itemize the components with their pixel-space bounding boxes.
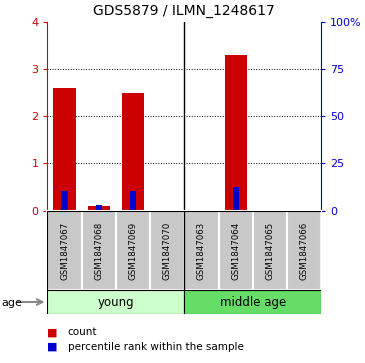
Text: GSM1847068: GSM1847068 xyxy=(94,221,103,280)
Text: count: count xyxy=(68,327,97,337)
Text: GSM1847066: GSM1847066 xyxy=(300,221,308,280)
Bar xyxy=(82,211,116,290)
Text: GSM1847064: GSM1847064 xyxy=(231,221,240,280)
Text: GSM1847063: GSM1847063 xyxy=(197,221,206,280)
Bar xyxy=(96,205,102,211)
Bar xyxy=(47,290,184,314)
Text: ■: ■ xyxy=(47,342,58,352)
Bar xyxy=(224,55,247,211)
Bar xyxy=(253,211,287,290)
Bar xyxy=(47,211,82,290)
Text: percentile rank within the sample: percentile rank within the sample xyxy=(68,342,243,352)
Text: GSM1847069: GSM1847069 xyxy=(128,221,138,280)
Title: GDS5879 / ILMN_1248617: GDS5879 / ILMN_1248617 xyxy=(93,4,275,18)
Bar xyxy=(219,211,253,290)
Bar xyxy=(184,290,321,314)
Bar xyxy=(287,211,321,290)
Bar xyxy=(130,191,136,211)
Text: GSM1847067: GSM1847067 xyxy=(60,221,69,280)
Text: young: young xyxy=(97,296,134,309)
Bar xyxy=(233,187,239,211)
Bar xyxy=(88,206,110,211)
Text: age: age xyxy=(2,298,23,308)
Text: middle age: middle age xyxy=(220,296,286,309)
Text: ■: ■ xyxy=(47,327,58,337)
Bar xyxy=(122,93,144,211)
Bar xyxy=(184,211,219,290)
Bar xyxy=(150,211,184,290)
Bar xyxy=(61,191,68,211)
Text: GSM1847065: GSM1847065 xyxy=(265,221,274,280)
Bar xyxy=(53,88,76,211)
Text: GSM1847070: GSM1847070 xyxy=(163,221,172,280)
Bar xyxy=(116,211,150,290)
